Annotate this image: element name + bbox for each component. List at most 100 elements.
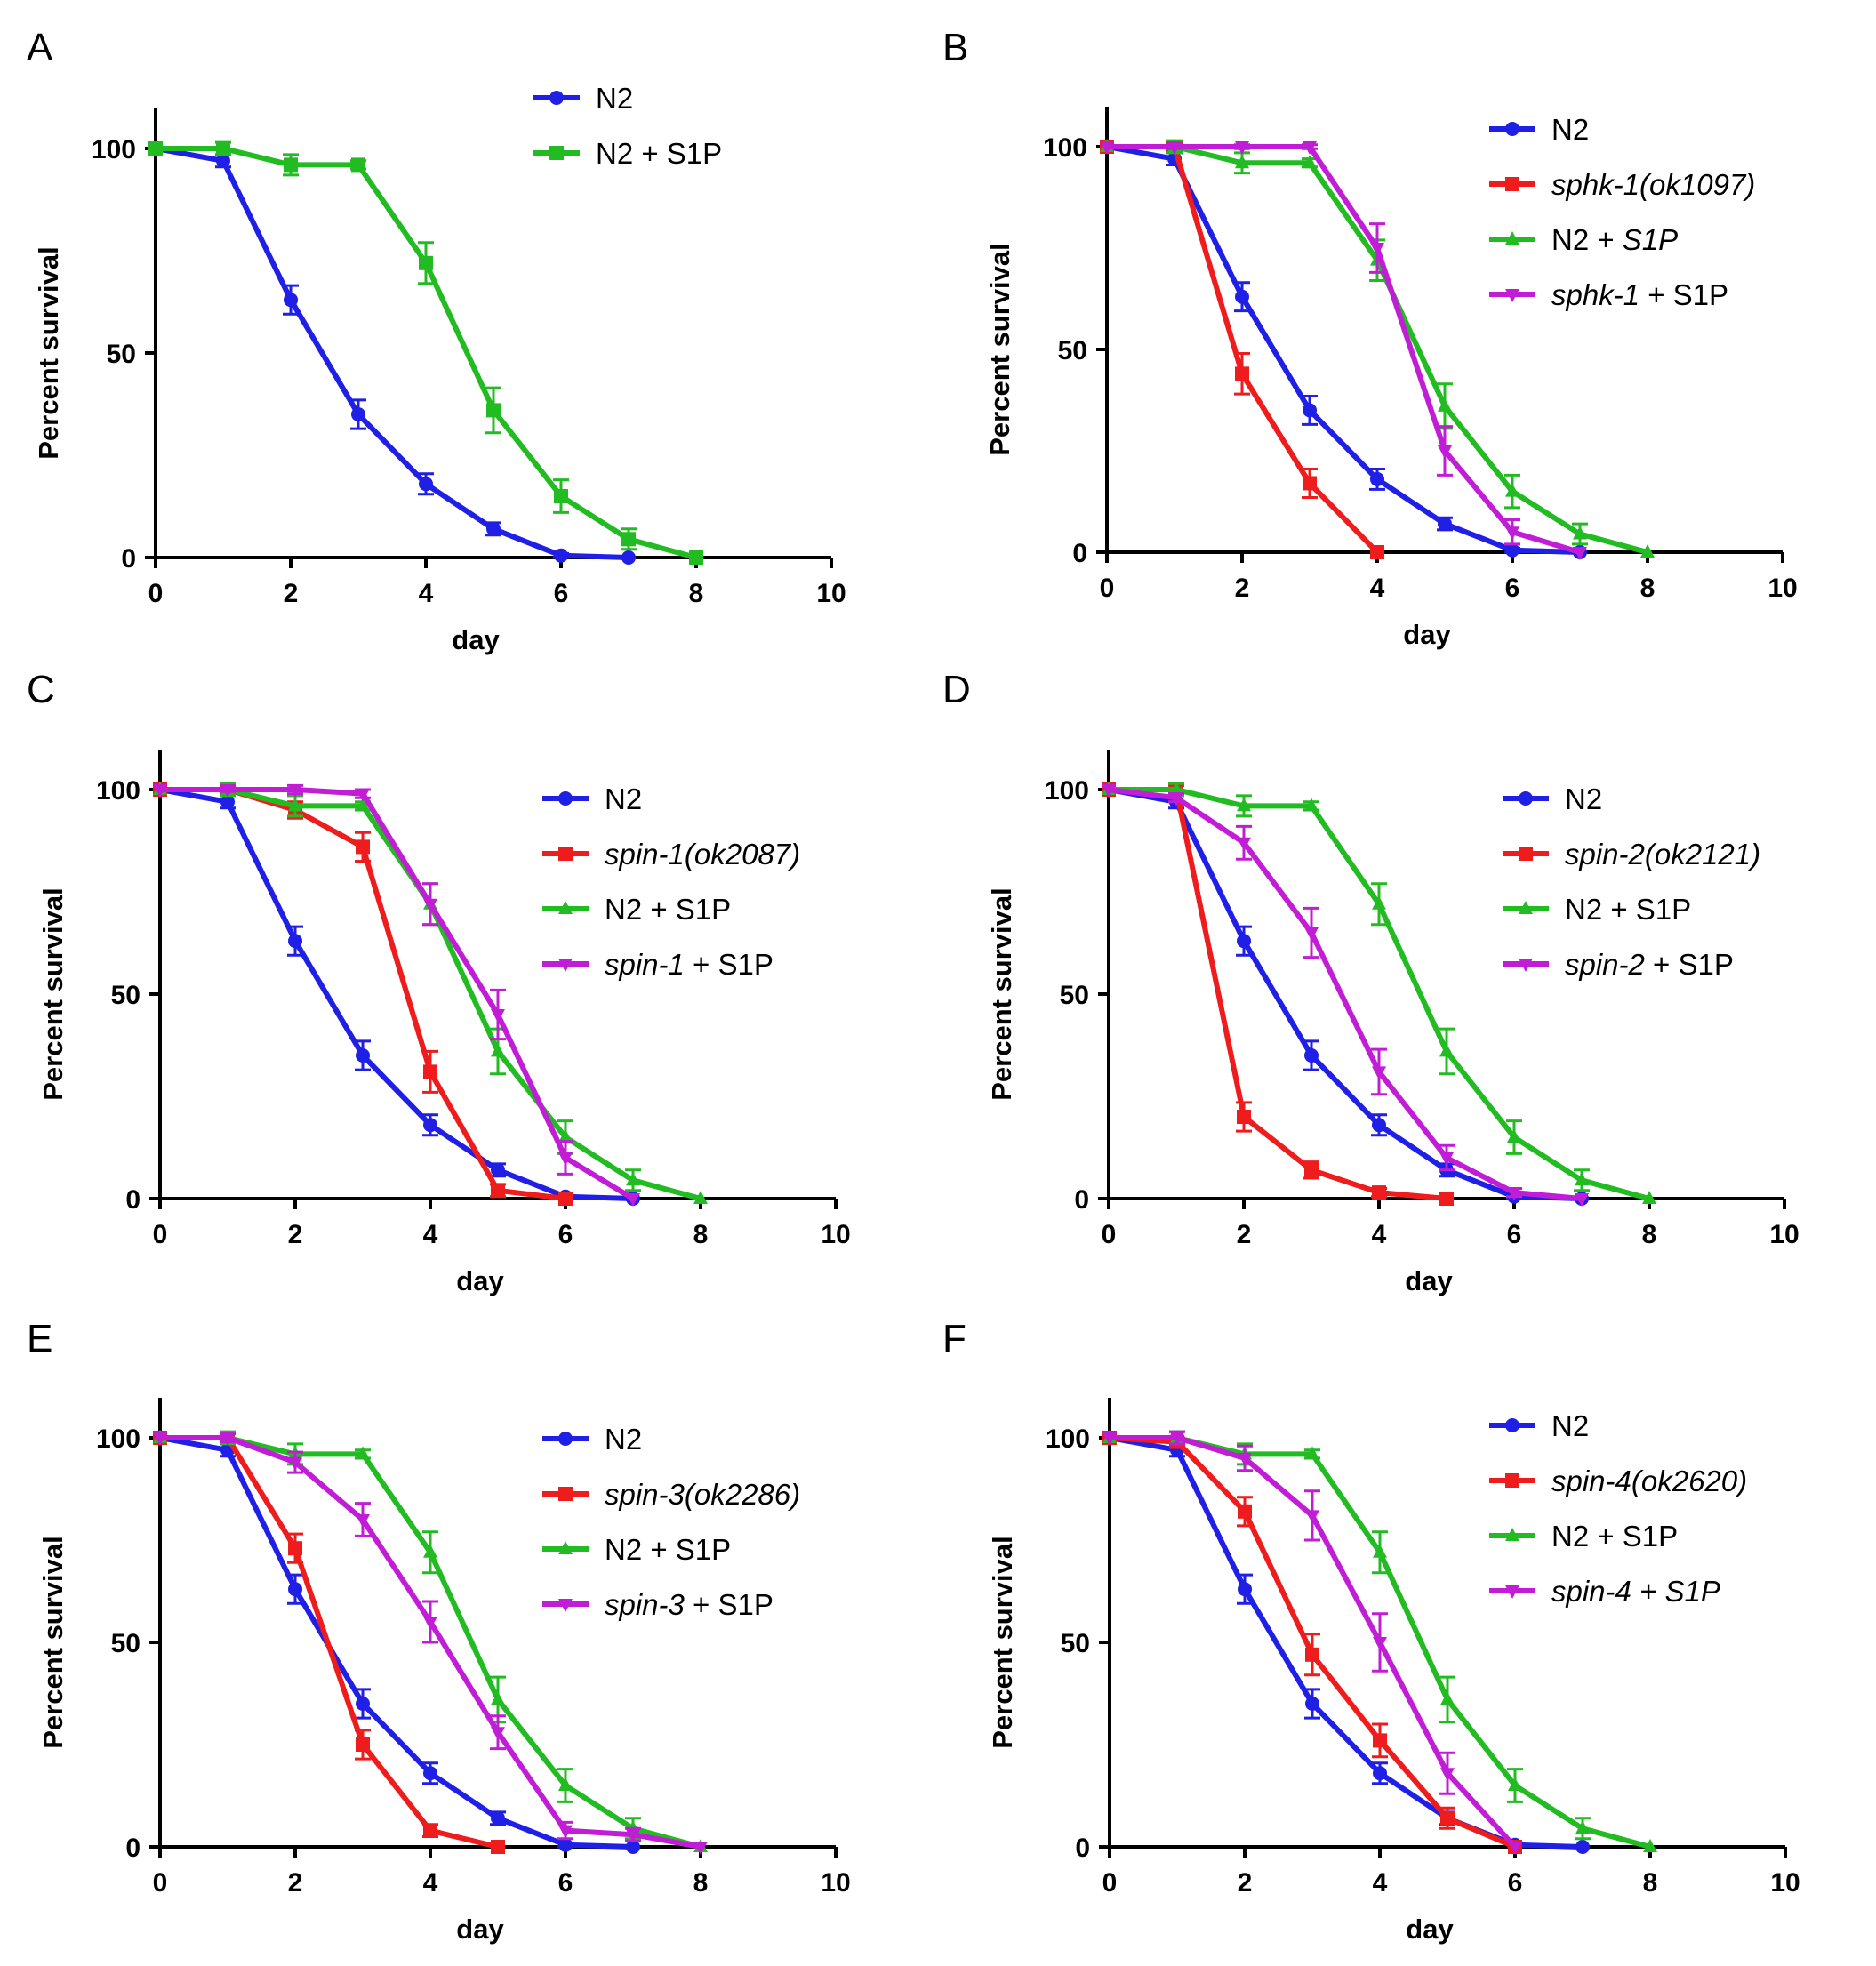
legend-label-part: spin-2(ok2121) — [1565, 838, 1760, 871]
x-tick-label: 8 — [693, 1220, 709, 1249]
legend-marker — [1505, 289, 1519, 302]
legend-label: N2 — [596, 82, 633, 115]
data-point — [1100, 141, 1114, 155]
x-tick-label: 4 — [423, 1868, 438, 1898]
data-point — [1303, 155, 1317, 169]
y-tick-label: 100 — [96, 776, 140, 806]
data-point — [626, 1172, 640, 1186]
legend-label-part: N2 + S1P — [605, 893, 731, 926]
legend-label-part: S1P — [1623, 223, 1678, 256]
x-tick-label: 2 — [1237, 1220, 1252, 1249]
data-point — [356, 798, 370, 812]
data-point — [356, 1446, 370, 1460]
legend-label-part: spin-3(ok2286) — [605, 1478, 800, 1511]
series-sphk-1-ok1097- — [1100, 140, 1384, 559]
legend-marker — [1519, 901, 1533, 914]
series-spin-1-s1p — [153, 783, 640, 1207]
legend-label: spin-3(ok2286) — [605, 1478, 800, 1511]
legend-marker — [1519, 791, 1533, 806]
data-point — [558, 1777, 573, 1791]
data-point — [423, 1617, 437, 1630]
data-point — [558, 1192, 573, 1206]
legend-marker — [549, 91, 564, 105]
data-point — [216, 153, 230, 168]
data-point — [153, 1432, 167, 1446]
x-tick-label: 10 — [1769, 1220, 1799, 1249]
data-point — [356, 1514, 370, 1528]
legend-label-part: N2 — [596, 82, 633, 115]
data-point — [558, 1825, 573, 1839]
legend-label: spin-3 + S1P — [605, 1588, 774, 1621]
data-point — [491, 1043, 505, 1057]
legend-label-part: sphk-1(ok1097) — [1551, 168, 1755, 201]
x-tick-label: 0 — [153, 1868, 168, 1898]
x-tick-label: 4 — [419, 579, 434, 608]
data-point — [626, 1840, 640, 1854]
legend-marker — [558, 1541, 573, 1554]
data-point — [1305, 1510, 1319, 1524]
legend-marker — [1519, 847, 1533, 861]
data-point — [558, 1837, 573, 1852]
legend-label: spin-1(ok2087) — [605, 838, 800, 871]
panel-letter: B — [942, 26, 968, 69]
series-line — [1107, 144, 1648, 555]
data-point — [1372, 1066, 1386, 1080]
x-tick-label: 6 — [1507, 1220, 1522, 1249]
legend-label: spin-4(ok2620) — [1551, 1464, 1747, 1497]
data-point — [1575, 1820, 1590, 1834]
series-line — [1107, 144, 1581, 555]
series-line — [159, 1435, 634, 1850]
legend-marker — [1505, 231, 1519, 245]
data-point — [1643, 1839, 1657, 1852]
data-point — [693, 1842, 708, 1855]
y-axis-title: Percent survival — [33, 246, 64, 460]
legend-label-part: N2 — [605, 782, 642, 815]
data-point — [1235, 366, 1249, 381]
data-point — [554, 548, 568, 563]
data-point — [1303, 476, 1317, 491]
data-point — [1439, 1043, 1454, 1057]
x-tick-label: 0 — [153, 1220, 168, 1249]
legend-marker — [1505, 1528, 1519, 1541]
panel-letter: C — [27, 668, 55, 711]
legend-label-part: + S1P — [1645, 948, 1734, 981]
legend-entry: spin-3(ok2286) — [542, 1478, 800, 1511]
legend-label: sphk-1(ok1097) — [1551, 168, 1755, 201]
legend-label-part: spin-3 — [605, 1588, 685, 1621]
x-tick-label: 8 — [693, 1868, 709, 1898]
data-point — [1305, 1647, 1319, 1662]
data-point — [693, 1191, 708, 1204]
legend-label: N2 + S1P — [596, 137, 722, 170]
data-point — [423, 1823, 437, 1838]
series-spin-4-s1p — [1102, 1430, 1522, 1855]
x-axis-title: day — [452, 624, 500, 655]
x-tick-label: 0 — [1100, 574, 1115, 603]
legend-marker — [558, 901, 573, 914]
legend-label: N2 + S1P — [1551, 223, 1678, 256]
x-tick-label: 10 — [821, 1220, 850, 1249]
x-tick-label: 6 — [1508, 1868, 1523, 1898]
legend-label: N2 + S1P — [605, 893, 731, 926]
data-point — [1438, 445, 1452, 459]
data-point — [220, 784, 235, 798]
x-tick-label: 6 — [558, 1868, 573, 1898]
x-tick-label: 10 — [821, 1868, 850, 1898]
legend-label: N2 — [1565, 782, 1602, 815]
legend-entry: sphk-1 + S1P — [1489, 278, 1728, 311]
legend-label-part: N2 — [1565, 782, 1602, 815]
data-point — [491, 1162, 505, 1177]
legend-label: spin-2 + S1P — [1565, 948, 1734, 981]
data-point — [423, 1766, 437, 1781]
series-line — [1108, 787, 1583, 1201]
data-point — [288, 798, 302, 812]
legend-entry: N2 + S1P — [533, 137, 722, 170]
legend-entry: N2 + S1P — [1503, 893, 1691, 926]
legend-label: N2 + S1P — [605, 1533, 731, 1566]
legend-label-part: + S1P — [1639, 278, 1728, 311]
y-tick-label: 100 — [1043, 133, 1087, 163]
legend-label: N2 — [1551, 1409, 1589, 1442]
data-point — [621, 532, 636, 547]
data-point — [1373, 1637, 1387, 1650]
data-point — [1237, 1110, 1251, 1124]
